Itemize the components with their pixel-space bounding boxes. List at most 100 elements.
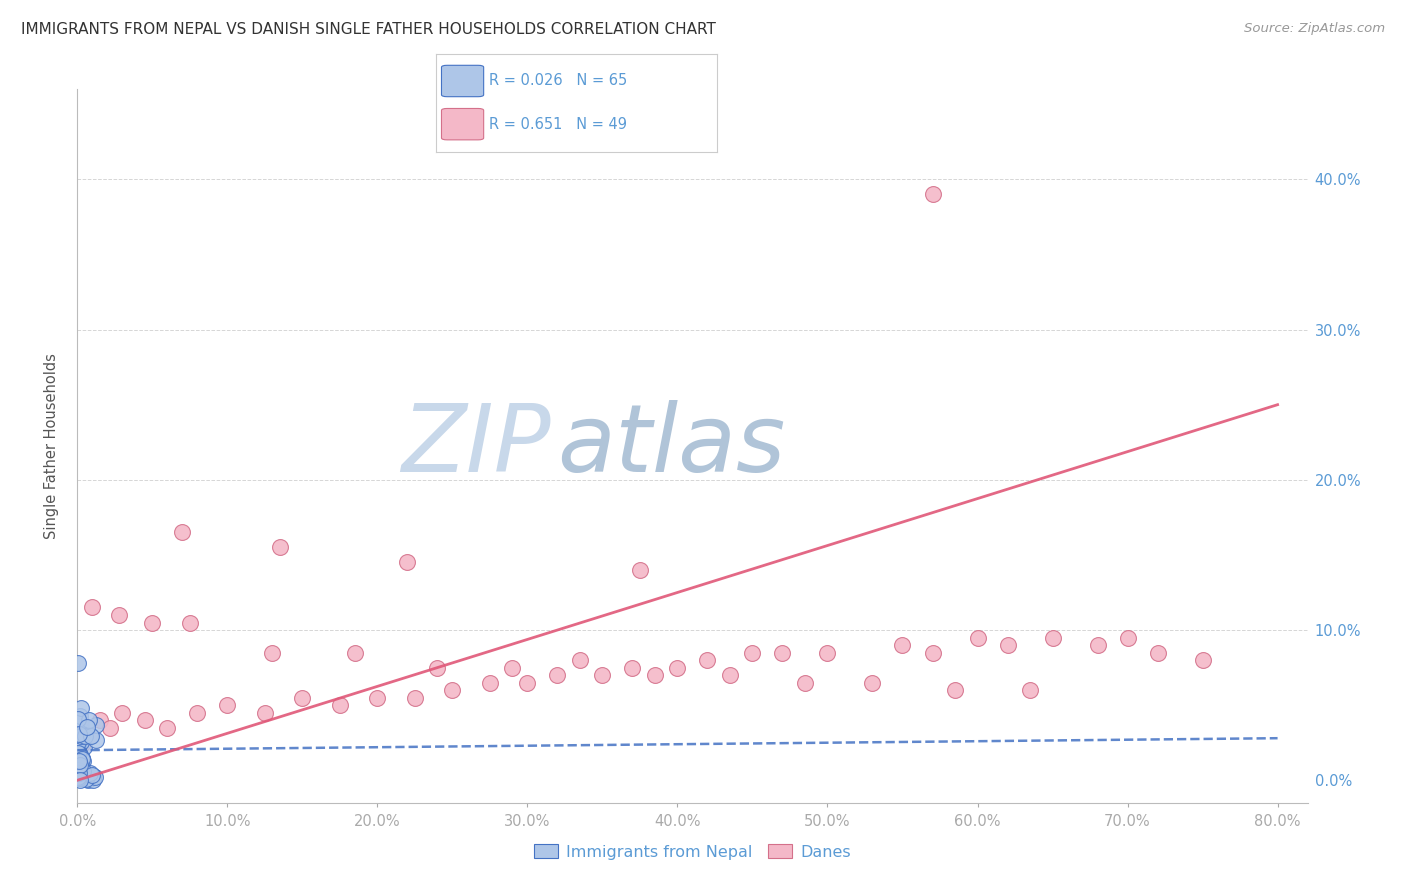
Point [66,763,89,777]
Point [98,721,121,735]
Point [172,525,194,540]
Point [1146,646,1168,660]
Point [70,734,93,748]
Point [67,739,90,754]
Point [111,706,134,720]
Point [67,746,90,760]
Text: ZIP: ZIP [401,401,551,491]
Point [66,733,89,747]
Point [156,721,179,735]
Point [67,770,90,784]
Point [66,770,89,784]
Point [72,754,94,768]
Point [1087,638,1109,652]
Point [441,683,464,698]
Point [77,713,100,727]
Point [66,712,89,726]
Point [396,556,419,570]
Point [67,738,90,752]
Point [69,756,91,770]
Point [69,714,91,729]
Point [291,690,314,705]
Point [72,764,94,778]
FancyBboxPatch shape [441,65,484,96]
Point [141,615,163,630]
Point [696,653,718,667]
Point [67,719,90,733]
Point [666,660,689,674]
Point [741,646,763,660]
Point [66,735,89,749]
Point [179,615,201,630]
Point [69,773,91,788]
Point [84,733,107,747]
Point [772,646,794,660]
Legend: Immigrants from Nepal, Danes: Immigrants from Nepal, Danes [527,838,858,866]
Point [70,771,93,785]
Text: Source: ZipAtlas.com: Source: ZipAtlas.com [1244,22,1385,36]
Point [73,740,96,755]
Point [66,758,89,772]
Point [69,772,91,786]
Point [262,646,284,660]
Point [426,660,449,674]
Point [1191,653,1213,667]
Point [794,675,817,690]
Point [862,675,884,690]
Point [67,766,90,780]
Point [67,771,90,785]
Point [73,730,96,744]
Point [921,187,943,202]
Point [70,701,93,715]
Point [67,727,90,741]
Point [546,668,568,682]
Text: IMMIGRANTS FROM NEPAL VS DANISH SINGLE FATHER HOUSEHOLDS CORRELATION CHART: IMMIGRANTS FROM NEPAL VS DANISH SINGLE F… [21,22,716,37]
Point [76,720,98,734]
Point [69,758,91,772]
Point [75,770,97,784]
Point [621,660,644,674]
Point [1019,683,1042,698]
Point [70,729,93,743]
Point [67,768,90,782]
Point [70,763,93,777]
Point [70,759,93,773]
Point [79,766,101,780]
Point [997,638,1019,652]
Point [516,675,538,690]
Text: atlas: atlas [557,401,786,491]
Point [891,638,914,652]
Point [591,668,613,682]
Point [343,646,366,660]
Point [80,729,103,743]
Point [943,683,966,698]
Point [134,713,156,727]
Point [82,772,104,787]
Point [76,771,98,785]
Point [67,754,90,768]
Point [67,747,90,761]
Point [66,738,89,752]
Point [89,713,111,727]
FancyBboxPatch shape [441,109,484,140]
Point [84,770,107,784]
Point [67,763,90,777]
Point [366,690,388,705]
Point [67,746,90,760]
Point [67,733,90,747]
Point [966,631,988,645]
Point [84,718,107,732]
Point [79,728,101,742]
Point [70,755,93,769]
Point [75,772,97,787]
Text: R = 0.651   N = 49: R = 0.651 N = 49 [489,117,627,132]
Point [82,600,104,615]
Point [75,729,97,743]
Point [1116,631,1139,645]
Point [67,746,90,760]
Point [1042,631,1064,645]
Point [718,668,741,682]
Point [66,767,89,781]
Point [217,698,239,713]
Point [72,736,94,750]
